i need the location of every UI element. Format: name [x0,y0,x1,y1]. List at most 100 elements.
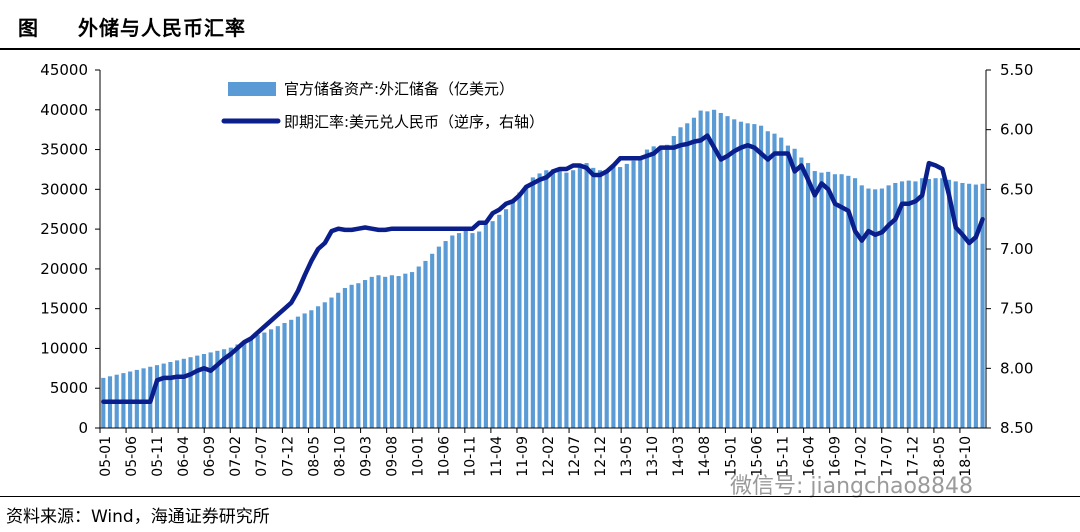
bar-8 [154,365,160,428]
right-tick-label-6: 8.50 [1000,419,1033,437]
bar-58 [490,221,495,428]
bar-121 [913,181,918,428]
bar-32 [316,306,321,428]
x-tick-label-5: 07-02 [228,436,244,477]
bar-57 [483,224,488,428]
bar-20 [235,344,240,428]
bar-83 [658,149,663,428]
bar-72 [584,163,589,428]
x-tick-label-23: 14-08 [697,436,713,477]
bar-12 [181,358,186,428]
bar-73 [591,167,596,428]
x-tick-label-29: 17-02 [854,436,870,477]
bar-56 [477,231,482,428]
right-tick-label-4: 7.50 [1000,300,1033,318]
bar-34 [329,297,334,428]
bar-76 [611,166,616,428]
bar-11 [175,360,180,428]
bar-46 [409,272,415,428]
bar-35 [336,292,341,428]
bar-43 [389,275,394,428]
bar-36 [342,287,347,428]
bar-80 [638,156,643,428]
bar-128 [960,182,965,428]
bar-82 [651,146,656,428]
left-tick-label-7: 35000 [40,141,88,159]
bar-115 [873,189,878,428]
right-tick-label-5: 8.00 [1000,359,1033,377]
bar-66 [544,170,549,429]
x-tick-label-16: 11-09 [515,436,531,477]
bar-79 [631,160,636,428]
x-tick-label-25: 15-06 [749,436,765,477]
bar-69 [564,172,569,428]
bar-78 [624,163,629,428]
x-tick-label-14: 10-11 [463,436,479,477]
bar-113 [859,185,864,428]
bar-22 [248,338,254,428]
x-tick-label-28: 16-09 [828,436,844,477]
bar-71 [577,165,582,428]
x-tick-label-12: 10-01 [411,436,427,477]
bar-60 [503,209,509,428]
bar-10 [168,361,173,428]
bar-119 [899,181,905,428]
bar-16 [208,352,213,428]
bar-68 [557,170,562,429]
x-tick-label-9: 08-10 [332,436,348,477]
bar-127 [953,181,958,428]
bar-53 [456,233,462,428]
bar-91 [712,109,717,428]
left-tick-label-3: 15000 [40,300,88,318]
bar-33 [322,302,327,428]
bar-99 [765,131,770,428]
left-tick-label-2: 10000 [40,339,88,357]
bar-55 [470,233,475,428]
x-tick-label-4: 06-09 [202,436,218,477]
bar-27 [282,322,287,428]
bar-125 [940,178,945,428]
bar-89 [698,110,703,428]
bar-17 [215,350,220,428]
left-tick-label-9: 45000 [40,61,88,79]
bar-39 [362,280,368,428]
bar-87 [685,123,690,429]
bar-6 [141,368,146,428]
bar-25 [269,329,274,428]
bar-131 [980,183,985,428]
legend-swatch-reserves [228,82,276,96]
x-tick-label-2: 05-11 [150,436,166,477]
bar-65 [537,173,542,428]
bar-67 [550,169,556,428]
bar-45 [403,273,408,428]
bar-77 [618,167,623,428]
bar-23 [255,334,260,428]
bar-74 [597,170,603,429]
x-tick-label-13: 10-06 [437,436,453,477]
bar-84 [665,144,670,428]
bar-88 [691,117,697,428]
bar-30 [302,313,307,428]
bar-90 [705,111,710,429]
legend-label-reserves: 官方储备资产:外汇储备（亿美元） [284,80,514,98]
x-tick-label-17: 12-02 [541,436,557,477]
x-tick-label-20: 13-05 [619,436,635,477]
bar-48 [423,260,428,428]
bar-105 [805,163,811,428]
bar-102 [785,145,790,428]
bar-24 [262,332,267,428]
right-tick-label-3: 7.00 [1000,240,1033,258]
exchange-rate-line [101,133,985,404]
left-tick-label-4: 20000 [40,260,88,278]
source-divider [0,496,1080,497]
bar-130 [973,184,978,428]
x-tick-label-8: 08-05 [306,436,322,477]
bar-26 [275,326,280,428]
bar-50 [436,246,441,428]
bar-116 [879,188,884,428]
bar-93 [725,116,730,428]
title-bar: 图 外储与人民币汇率 [0,0,1080,50]
bar-49 [430,253,435,428]
source-note: 资料来源：Wind，海通证券研究所 [6,507,270,527]
bar-37 [349,284,354,428]
